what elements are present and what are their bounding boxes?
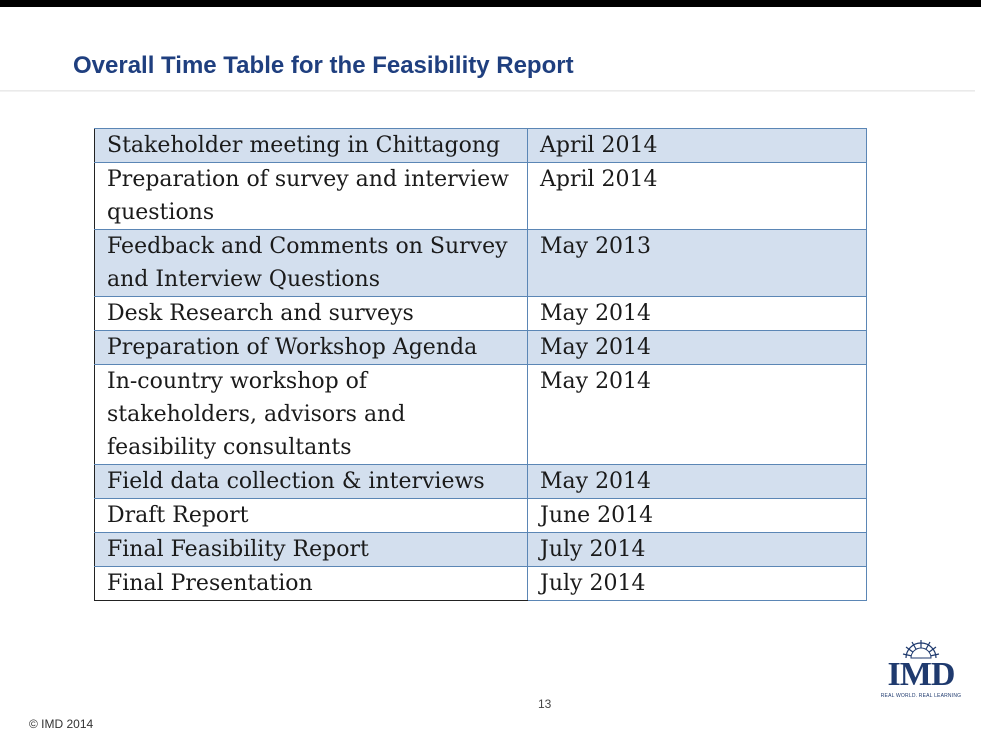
logo-tagline: REAL WORLD. REAL LEARNING [880,693,962,699]
sunburst-icon [902,640,940,659]
table-row: Field data collection & interviews May 2… [94,464,867,499]
date-cell: July 2014 [527,532,867,567]
date-cell: May 2013 [527,229,867,297]
table-row: Stakeholder meeting in Chittagong April … [94,128,867,163]
task-cell: Preparation of Workshop Agenda [94,330,528,365]
schedule-table: Stakeholder meeting in Chittagong April … [94,128,867,601]
table-row: Final Feasibility Report July 2014 [94,532,867,567]
date-cell: May 2014 [527,464,867,499]
title-divider [0,90,975,92]
task-cell: Desk Research and surveys [94,296,528,331]
task-cell: Draft Report [94,498,528,533]
copyright-notice: © IMD 2014 [29,717,94,731]
slide-title: Overall Time Table for the Feasibility R… [73,52,574,79]
task-cell: Final Presentation [94,566,528,601]
table-row: Preparation of survey and interview ques… [94,162,867,230]
table-row: Final Presentation July 2014 [94,566,867,601]
task-cell: Stakeholder meeting in Chittagong [94,128,528,163]
date-cell: May 2014 [527,364,867,465]
table-row: Draft Report June 2014 [94,498,867,533]
date-cell: May 2014 [527,296,867,331]
task-cell: Field data collection & interviews [94,464,528,499]
date-cell: July 2014 [527,566,867,601]
table-row: Preparation of Workshop Agenda May 2014 [94,330,867,365]
top-bar [0,0,981,7]
date-cell: May 2014 [527,330,867,365]
task-cell: Final Feasibility Report [94,532,528,567]
table-row: In-country workshop of stakeholders, adv… [94,364,867,465]
imd-logo: IMD REAL WORLD. REAL LEARNING [880,636,962,702]
date-cell: June 2014 [527,498,867,533]
date-cell: April 2014 [527,128,867,163]
task-cell: Preparation of survey and interview ques… [94,162,528,230]
task-cell: Feedback and Comments on Survey and Inte… [94,229,528,297]
date-cell: April 2014 [527,162,867,230]
table-row: Desk Research and surveys May 2014 [94,296,867,331]
page-number: 13 [538,697,552,711]
table-row: Feedback and Comments on Survey and Inte… [94,229,867,297]
logo-wordmark: IMD [887,656,956,693]
task-cell: In-country workshop of stakeholders, adv… [94,364,528,465]
